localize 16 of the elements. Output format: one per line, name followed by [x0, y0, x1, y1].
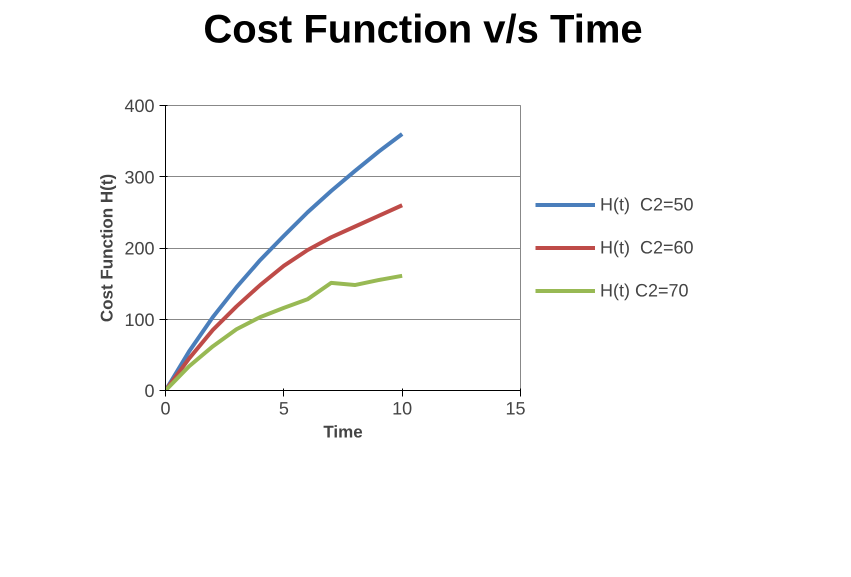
y-tick-label: 300: [124, 167, 155, 188]
line-series: [166, 274, 404, 390]
x-tick-label: 5: [278, 398, 289, 418]
x-tick-label: 15: [505, 398, 526, 418]
y-axis-title: Cost Function H(t): [97, 174, 116, 322]
legend-label: H(t) C2=50: [600, 194, 694, 215]
y-tick-label: 200: [124, 238, 155, 258]
y-tick-label: 400: [124, 96, 155, 116]
y-tick-label: 0: [144, 381, 155, 401]
legend-label: H(t) C2=60: [600, 237, 694, 258]
y-tick-label: 100: [124, 310, 155, 330]
x-axis-title: Time: [323, 422, 363, 442]
legend-label: H(t) C2=70: [600, 280, 689, 301]
x-tick-label: 10: [392, 398, 412, 418]
x-tick-label: 0: [160, 398, 171, 418]
chart-title: Cost Function v/s Time: [203, 8, 643, 52]
